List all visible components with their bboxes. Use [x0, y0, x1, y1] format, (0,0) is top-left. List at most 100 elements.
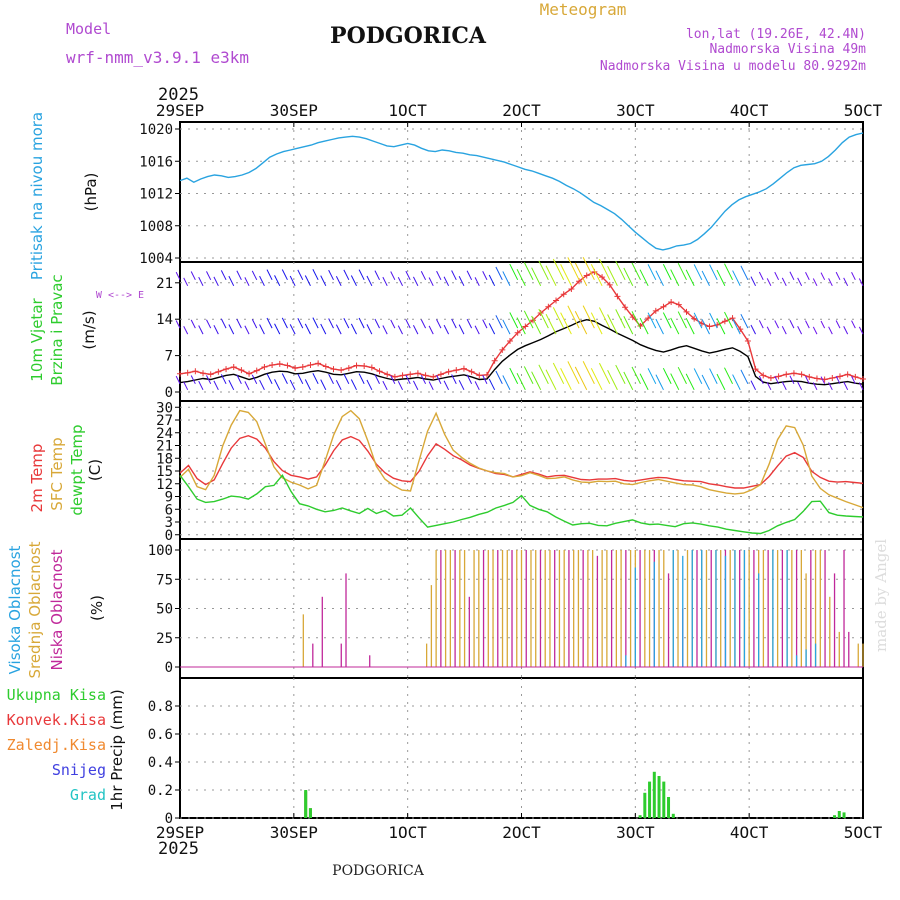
wind-barb	[350, 323, 357, 335]
gust-marker	[368, 364, 375, 371]
precip-ytick-label: 0.6	[148, 727, 173, 743]
wind-barb	[297, 373, 304, 385]
wind-barb	[274, 275, 281, 287]
wind-barb	[420, 375, 427, 385]
wind-barb	[639, 269, 649, 287]
precip-bar	[837, 811, 841, 818]
wind-barb	[251, 374, 258, 385]
gust-marker	[430, 373, 437, 380]
wind-barb	[281, 269, 288, 281]
wind-barb	[495, 370, 503, 385]
precip-bar	[648, 781, 652, 818]
wind-barb	[466, 374, 473, 385]
wind-barb	[451, 374, 457, 385]
gust-marker	[299, 364, 306, 371]
gust-marker	[414, 370, 421, 377]
wind-barb	[797, 326, 803, 335]
wind-barb	[766, 382, 772, 391]
wind-barb	[509, 367, 519, 385]
wind-barb	[623, 316, 634, 335]
wind-barb	[828, 382, 833, 391]
wind-barb	[552, 307, 565, 329]
wind-barb	[677, 311, 687, 329]
wind-barb	[244, 381, 250, 391]
wind-panel: 0 7 14 21	[156, 257, 866, 402]
gust-marker	[376, 368, 383, 375]
gust-marker	[599, 274, 606, 281]
clouds-ytick-label: 100	[148, 543, 173, 559]
gust-marker	[729, 315, 736, 322]
page-title: PODGORICA	[330, 23, 487, 49]
footer-station: PODGORICA	[332, 863, 425, 879]
wind-barb	[482, 271, 488, 281]
wind-barb	[516, 372, 526, 391]
wind-barb	[405, 319, 411, 329]
temperature-series-2m-temp	[179, 434, 864, 489]
wind-barb	[428, 277, 434, 287]
wind-barb	[574, 366, 588, 391]
wind-barb	[670, 373, 680, 391]
gust-marker	[499, 346, 506, 353]
x-tick-label-top: 30SEP	[270, 101, 318, 120]
wind-barb	[281, 317, 288, 329]
x-ticks-bottom: 29SEP 30SEP 1OCT 2OCT 3OCT 4OCT 5OCT	[156, 813, 883, 842]
wind-barb	[567, 305, 580, 329]
x-tick-label-bottom: 2OCT	[502, 823, 541, 842]
wind-barb	[693, 368, 703, 385]
gust-marker	[545, 303, 552, 310]
gust-marker	[453, 367, 460, 374]
gust-marker	[391, 373, 398, 380]
wind-barb	[582, 305, 595, 329]
wind-barb	[488, 378, 496, 391]
wind-barb	[835, 375, 841, 385]
x-tick-label-top: 4OCT	[730, 101, 769, 120]
precip-legend-frozen: Zaledj.Kisa	[7, 736, 106, 754]
wind-barb	[458, 324, 465, 335]
panels-group: 1004100810121016102007142103691215182124…	[139, 121, 866, 827]
precip-bar	[304, 790, 308, 818]
wind-barb	[677, 262, 687, 281]
wind-barb	[623, 267, 634, 287]
wind-barb	[220, 270, 227, 281]
wind-barb	[662, 367, 672, 385]
wind-barb	[304, 323, 311, 335]
wind-barb	[670, 317, 680, 335]
gust-marker	[330, 366, 337, 373]
temperature-ytick-label: 6	[165, 502, 173, 518]
wind-barb	[590, 264, 603, 287]
wind-barb	[805, 272, 810, 281]
wind-barb	[297, 318, 304, 329]
clouds-ytick-label: 25	[156, 631, 173, 647]
temperature-ytick-label: 24	[156, 426, 173, 442]
wind-barb	[451, 270, 457, 281]
precip-ylabel: 1hr Precip (mm)	[108, 689, 126, 810]
wind-barb	[709, 312, 718, 329]
precip-bar	[638, 815, 642, 818]
gust-marker	[246, 370, 253, 377]
wind-barb	[789, 271, 795, 281]
gust-marker	[783, 371, 790, 378]
wind-barb	[328, 373, 334, 385]
wind-barb	[474, 381, 480, 391]
wind-barb	[560, 264, 572, 287]
wind-barb	[516, 317, 526, 335]
cloud-ylabel: Visoka Oblacnost	[6, 545, 24, 674]
gust-marker	[860, 376, 866, 382]
wind-barb	[312, 269, 319, 281]
wind-barb	[213, 325, 219, 335]
wind-barb	[281, 373, 288, 385]
wind-barb	[374, 270, 380, 281]
wind-barb	[312, 373, 319, 385]
wind-barb	[509, 312, 519, 329]
wind-barb	[538, 308, 549, 329]
wind-barb	[183, 381, 189, 391]
pressure-panel: 1004 1008 1012 1016 1020	[139, 121, 864, 267]
wind-barb	[358, 269, 365, 281]
gust-marker	[460, 365, 467, 372]
wind-barb	[266, 269, 273, 281]
wind-barb	[685, 373, 695, 391]
wind-barb	[304, 275, 311, 287]
wind-barb	[474, 277, 480, 287]
clouds-ytick-label: 0	[165, 660, 173, 676]
